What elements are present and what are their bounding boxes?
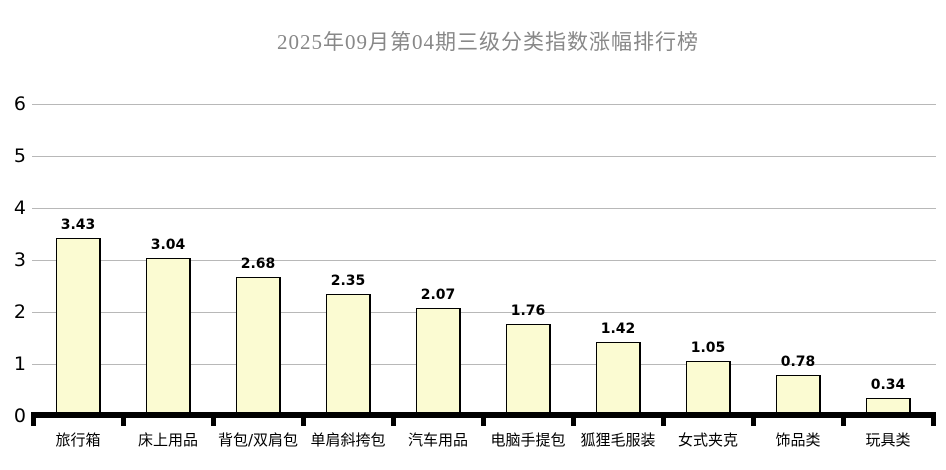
x-axis-tick [661,412,666,426]
gridline [32,364,936,365]
x-axis-category-label: 玩具类 [865,431,911,449]
x-axis-category-label: 女式夹克 [677,431,738,449]
x-axis-category-label: 狐狸毛服装 [580,431,656,449]
x-axis-category-label: 单肩斜挎包 [310,431,386,449]
y-axis-tick-label: 4 [13,197,26,219]
bar [145,258,191,416]
bar-value-label: 1.42 [600,321,636,337]
x-axis-tick [571,412,576,426]
bar-value-label: 3.43 [60,217,96,233]
bar-value-label: 2.35 [330,273,366,289]
gridline [32,104,936,105]
x-axis-category-label: 电脑手提包 [490,431,566,449]
bar [685,361,731,416]
x-axis-category-label: 饰品类 [775,431,821,449]
x-axis-tick [211,412,216,426]
y-axis-tick-label: 5 [13,145,26,167]
bar-value-label: 0.34 [870,377,906,393]
bar-value-label: 1.05 [690,340,726,356]
bar [595,342,641,416]
x-axis-category-label: 汽车用品 [407,431,468,449]
chart-title: 2025年09月第04期三级分类指数涨幅排行榜 [277,30,699,54]
y-axis-tick-label: 2 [13,301,26,323]
gridline [32,312,936,313]
x-axis-category-label: 床上用品 [137,431,198,449]
bar [775,375,821,416]
gridline [32,208,936,209]
x-axis-tick [301,412,306,426]
x-axis-tick [121,412,126,426]
y-axis-tick-label: 6 [13,93,26,115]
x-axis-tick [31,412,36,426]
bar [325,294,371,416]
gridline [32,156,936,157]
x-axis-category-label: 旅行箱 [55,431,101,449]
bar-value-label: 0.78 [780,354,816,370]
x-axis-tick [751,412,756,426]
x-axis-category-label: 背包/双肩包 [217,431,299,449]
bar [55,238,101,416]
x-axis-tick [841,412,846,426]
y-axis-tick-label: 0 [13,405,26,427]
bar-value-label: 3.04 [150,237,186,253]
y-axis-tick-label: 1 [13,353,26,375]
bar [235,277,281,416]
x-axis-tick [391,412,396,426]
y-axis-tick-label: 3 [13,249,26,271]
bar-value-label: 2.07 [420,287,456,303]
gridline [32,260,936,261]
bar-value-label: 1.76 [510,303,546,319]
bar [415,308,461,416]
x-axis-tick [481,412,486,426]
bar [505,324,551,416]
bar-value-label: 2.68 [240,256,276,272]
x-axis-tick [931,412,936,426]
